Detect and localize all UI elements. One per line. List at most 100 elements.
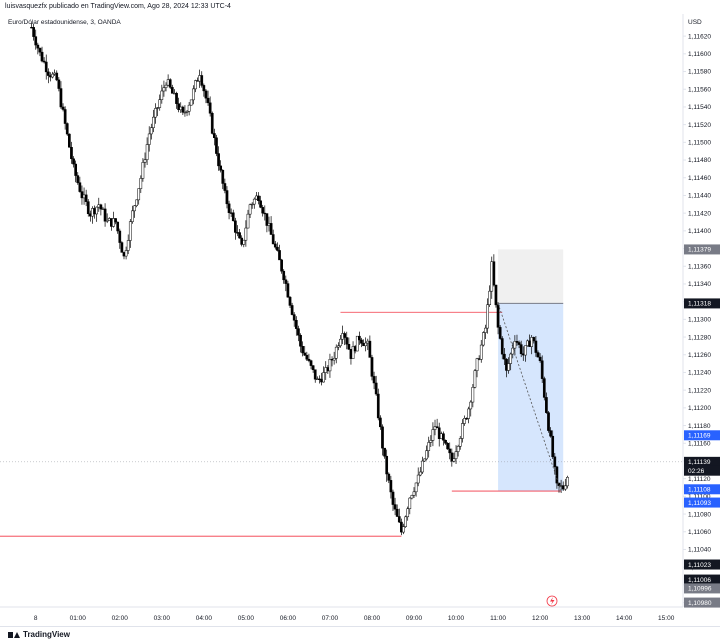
candle-body bbox=[84, 194, 88, 202]
candle-body bbox=[34, 36, 38, 46]
candle-body bbox=[238, 232, 241, 239]
price-label-text: 1,10980 bbox=[688, 600, 712, 607]
candle-body bbox=[118, 230, 122, 243]
x-tick-label: 11:00 bbox=[490, 615, 506, 622]
candle-body bbox=[57, 79, 61, 89]
candle-body bbox=[336, 345, 340, 348]
candle-body bbox=[78, 182, 82, 192]
candle-body bbox=[442, 433, 445, 441]
candle-body bbox=[76, 175, 80, 183]
candle-body bbox=[427, 442, 431, 451]
candle-body bbox=[183, 111, 187, 114]
candle-body bbox=[549, 430, 552, 437]
candle-body bbox=[273, 243, 277, 248]
x-tick-label: 04:00 bbox=[196, 615, 213, 622]
candle-body bbox=[223, 183, 227, 191]
candle-body bbox=[133, 205, 136, 212]
y-tick-label: 1,11620 bbox=[688, 33, 711, 40]
candle-body bbox=[42, 60, 46, 63]
candle-body bbox=[128, 221, 132, 241]
price-label-box bbox=[684, 430, 720, 441]
candle-body bbox=[404, 516, 407, 527]
candle-body bbox=[70, 147, 73, 160]
candle-body bbox=[345, 337, 349, 345]
candle-body bbox=[454, 451, 458, 459]
candle-body bbox=[59, 88, 63, 108]
candle-body bbox=[65, 123, 69, 135]
candle-body bbox=[410, 495, 414, 499]
candle-body bbox=[484, 327, 487, 333]
publish-header: luisvasquezfx publicado en TradingView.c… bbox=[0, 0, 720, 14]
y-tick-label: 1,11560 bbox=[688, 86, 711, 93]
candle-body bbox=[376, 393, 380, 419]
candle-body bbox=[397, 516, 401, 523]
candle-body bbox=[299, 334, 302, 347]
candle-body bbox=[187, 104, 191, 112]
candle-body bbox=[519, 344, 523, 355]
y-tick-label: 1,11240 bbox=[688, 370, 711, 377]
candle-body bbox=[538, 356, 542, 362]
x-tick-label: 06:00 bbox=[280, 615, 297, 622]
candle-body bbox=[208, 102, 212, 114]
y-tick-label: 1,11300 bbox=[688, 317, 711, 324]
candle-body bbox=[160, 90, 164, 100]
time-axis: 8 01:00 02:00 03:00 04:00 05:00 06:00 07:00 08:0… bbox=[34, 615, 675, 622]
stop-loss-zone bbox=[498, 249, 564, 304]
y-tick-label: 1,11420 bbox=[688, 210, 711, 217]
candle-body bbox=[189, 99, 193, 106]
candle-body bbox=[566, 477, 569, 487]
candle-body bbox=[448, 448, 452, 454]
y-tick-label: 1,11080 bbox=[688, 511, 711, 518]
candle-body bbox=[74, 163, 78, 176]
candle-body bbox=[44, 61, 48, 73]
candle-body bbox=[479, 344, 483, 360]
x-tick-label: 03:00 bbox=[154, 615, 171, 622]
candle-body bbox=[551, 435, 555, 458]
candle-body bbox=[328, 359, 332, 372]
candle-body bbox=[191, 88, 195, 101]
x-tick-label: 01:00 bbox=[70, 615, 87, 622]
y-tick-label: 1,11100 bbox=[688, 494, 711, 501]
price-label-box bbox=[684, 484, 720, 495]
candle-body bbox=[553, 456, 557, 468]
candle-body bbox=[446, 442, 449, 450]
candle-body bbox=[38, 47, 42, 53]
x-tick-label: 09:00 bbox=[406, 615, 423, 622]
candle-body bbox=[250, 203, 254, 206]
y-tick-label: 1,11040 bbox=[688, 547, 711, 554]
candle-body bbox=[372, 376, 376, 384]
candle-body bbox=[86, 201, 90, 215]
price-label-text: 1,11379 bbox=[688, 247, 711, 254]
candle-body bbox=[248, 204, 252, 215]
candle-body bbox=[368, 340, 372, 358]
candle-body bbox=[418, 471, 422, 476]
y-tick-label: 1,11360 bbox=[688, 263, 711, 270]
candle-body bbox=[393, 504, 397, 510]
chart-area[interactable]: USD 1,11620 1,11600 1,11580 1,11560 1,11540 1,… bbox=[0, 14, 720, 626]
tradingview-logo[interactable]: TradingView bbox=[8, 630, 70, 639]
candle-body bbox=[112, 218, 115, 227]
candlestick-chart[interactable]: USD 1,11620 1,11600 1,11580 1,11560 1,11540 1,… bbox=[0, 14, 720, 626]
candle-body bbox=[141, 162, 145, 179]
candle-body bbox=[32, 27, 35, 37]
candle-body bbox=[408, 497, 412, 509]
candle-body bbox=[509, 353, 513, 364]
candle-body bbox=[177, 103, 180, 111]
candle-body bbox=[290, 305, 294, 315]
price-label-box bbox=[684, 497, 720, 508]
candle-body bbox=[156, 107, 159, 109]
candle-body bbox=[332, 358, 336, 361]
candle-body bbox=[105, 220, 109, 222]
candle-body bbox=[402, 526, 405, 533]
candle-body bbox=[206, 97, 210, 104]
candle-body bbox=[395, 508, 399, 517]
x-tick-label: 02:00 bbox=[112, 615, 129, 622]
candle-body bbox=[381, 426, 384, 449]
candle-body bbox=[322, 372, 325, 383]
candle-body bbox=[95, 206, 99, 215]
candle-body bbox=[406, 508, 410, 518]
y-tick-label: 1,11580 bbox=[688, 69, 711, 76]
candle-body bbox=[242, 239, 246, 245]
lightning-icon bbox=[546, 595, 558, 607]
candle-body bbox=[412, 491, 416, 496]
